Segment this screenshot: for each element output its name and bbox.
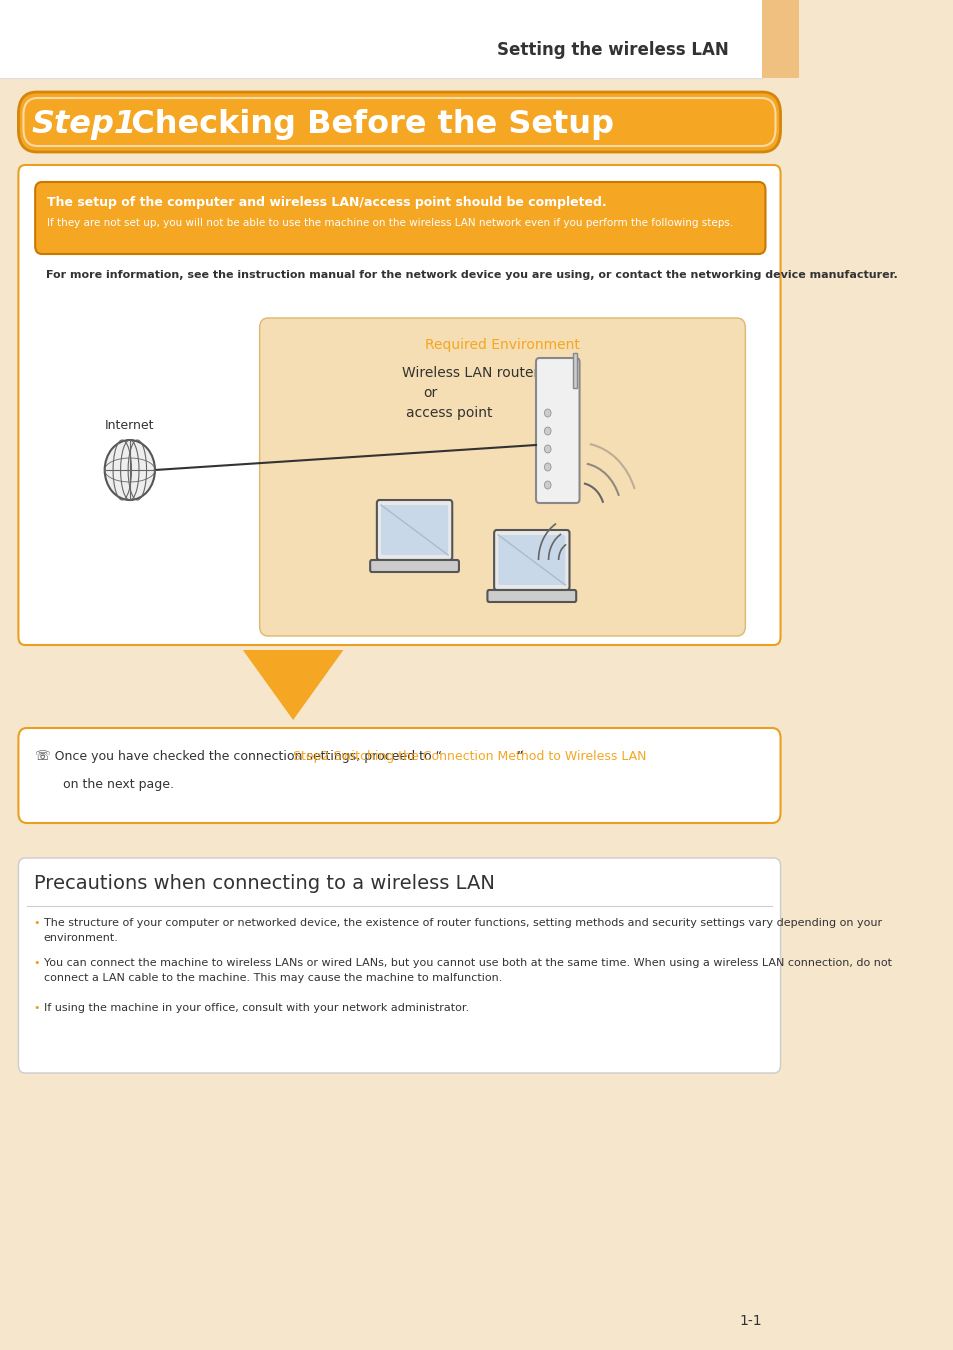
Circle shape: [544, 409, 551, 417]
Text: or: or: [422, 386, 436, 400]
Text: The structure of your computer or networked device, the existence of router func: The structure of your computer or networ…: [44, 918, 881, 927]
Text: ”: ”: [517, 751, 523, 763]
Text: Internet: Internet: [105, 418, 154, 432]
FancyBboxPatch shape: [370, 560, 458, 572]
Text: environment.: environment.: [44, 933, 118, 944]
Circle shape: [544, 427, 551, 435]
Circle shape: [544, 481, 551, 489]
Circle shape: [105, 440, 154, 500]
FancyBboxPatch shape: [536, 358, 578, 504]
FancyBboxPatch shape: [380, 505, 448, 555]
FancyBboxPatch shape: [497, 535, 565, 585]
Text: access point: access point: [406, 406, 492, 420]
Text: •: •: [33, 1003, 40, 1012]
Text: 1-1: 1-1: [739, 1314, 761, 1328]
Text: Precautions when connecting to a wireless LAN: Precautions when connecting to a wireles…: [33, 873, 494, 892]
Text: For more information, see the instruction manual for the network device you are : For more information, see the instructio…: [46, 270, 897, 279]
Text: Required Environment: Required Environment: [425, 338, 579, 352]
FancyBboxPatch shape: [18, 859, 780, 1073]
FancyBboxPatch shape: [494, 531, 569, 590]
FancyBboxPatch shape: [18, 165, 780, 645]
Text: Wireless LAN router: Wireless LAN router: [401, 366, 538, 379]
Text: You can connect the machine to wireless LANs or wired LANs, but you cannot use b: You can connect the machine to wireless …: [44, 958, 891, 968]
FancyBboxPatch shape: [259, 319, 744, 636]
Text: •: •: [33, 918, 40, 927]
Text: on the next page.: on the next page.: [63, 778, 173, 791]
Text: •: •: [33, 958, 40, 968]
Bar: [761, 0, 798, 78]
FancyBboxPatch shape: [376, 500, 452, 560]
Text: ☏ Once you have checked the connection settings, proceed to “: ☏ Once you have checked the connection s…: [35, 751, 441, 763]
Bar: [572, 352, 577, 387]
Text: If using the machine in your office, consult with your network administrator.: If using the machine in your office, con…: [44, 1003, 468, 1012]
Polygon shape: [243, 649, 343, 720]
FancyBboxPatch shape: [18, 92, 780, 153]
Text: The setup of the computer and wireless LAN/access point should be completed.: The setup of the computer and wireless L…: [47, 196, 606, 209]
Text: Checking Before the Setup: Checking Before the Setup: [109, 108, 613, 139]
Text: Step2 Switching the Connection Method to Wireless LAN: Step2 Switching the Connection Method to…: [293, 751, 646, 763]
Text: If they are not set up, you will not be able to use the machine on the wireless : If they are not set up, you will not be …: [47, 217, 733, 228]
Text: Setting the wireless LAN: Setting the wireless LAN: [497, 40, 728, 59]
Circle shape: [544, 463, 551, 471]
Circle shape: [544, 446, 551, 454]
FancyBboxPatch shape: [18, 728, 780, 824]
Text: Step1: Step1: [31, 108, 137, 139]
FancyBboxPatch shape: [487, 590, 576, 602]
Bar: [0, 0, 761, 78]
Text: connect a LAN cable to the machine. This may cause the machine to malfunction.: connect a LAN cable to the machine. This…: [44, 973, 501, 983]
FancyBboxPatch shape: [35, 182, 764, 254]
